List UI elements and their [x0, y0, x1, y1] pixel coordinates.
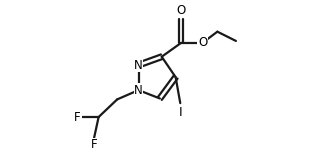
Text: O: O: [198, 36, 207, 49]
Text: N: N: [134, 84, 143, 97]
Text: I: I: [179, 106, 182, 119]
Text: F: F: [91, 138, 97, 151]
Text: N: N: [134, 58, 143, 72]
Text: O: O: [177, 4, 186, 17]
Text: F: F: [74, 111, 81, 124]
